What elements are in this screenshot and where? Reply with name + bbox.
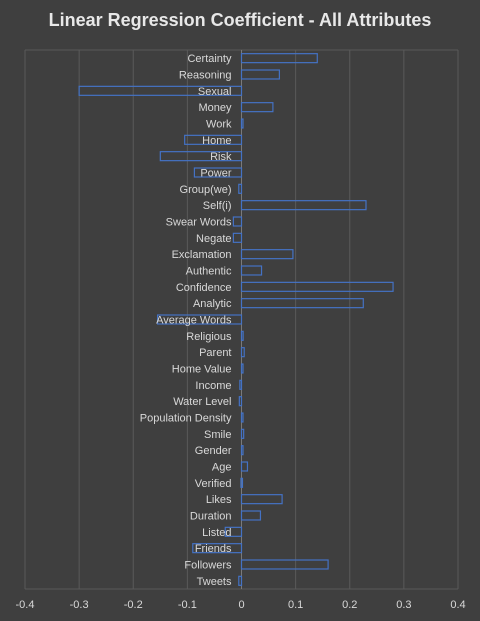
bar-sexual [78, 85, 243, 96]
bar-likes [240, 494, 283, 505]
bar-risk [159, 151, 243, 162]
category-label: Work [206, 119, 232, 131]
chart-title: Linear Regression Coefficient - All Attr… [48, 10, 432, 30]
bar-home-value [240, 363, 244, 374]
bar-average-words [157, 314, 243, 325]
bar-tweets [238, 575, 243, 586]
category-label: Income [195, 380, 231, 392]
category-label: Home Value [172, 364, 232, 376]
category-label: Exclamation [172, 249, 232, 261]
bar-water-level [238, 396, 243, 407]
x-tick-label: -0.2 [124, 599, 143, 611]
category-label: Confidence [176, 282, 232, 294]
bar-income [239, 379, 243, 390]
bar-authentic [240, 265, 263, 276]
x-tick-label: 0.2 [342, 599, 357, 611]
bar-gender [240, 445, 244, 456]
bar-followers [240, 559, 329, 570]
x-tick-label: 0.3 [396, 599, 411, 611]
x-tick-label: -0.3 [70, 599, 89, 611]
x-tick-label: 0.1 [288, 599, 303, 611]
x-tick-label: 0.4 [450, 599, 465, 611]
bar-certainty [240, 53, 318, 64]
bar-power [193, 167, 243, 178]
category-label: Religious [186, 331, 232, 343]
bar-money [240, 102, 274, 113]
category-label: Tweets [197, 576, 232, 588]
bar-parent [240, 347, 245, 358]
category-label: Age [212, 462, 232, 474]
category-label: Group(we) [180, 184, 232, 196]
bar-listed [224, 526, 243, 537]
category-label: Swear Words [166, 217, 232, 229]
category-label: Friends [195, 543, 232, 555]
bar-religious [240, 330, 244, 341]
bar-confidence [240, 281, 394, 292]
bar-group-we [238, 183, 243, 194]
bar-self-i [240, 200, 367, 211]
bar-work [240, 118, 244, 129]
bar-age [240, 461, 249, 472]
category-label: Listed [202, 527, 231, 539]
category-label: Certainty [187, 53, 232, 65]
category-label: Population Density [140, 413, 232, 425]
category-label: Self(i) [203, 200, 232, 212]
bar-exclamation [240, 249, 294, 260]
x-tick-label: -0.4 [16, 599, 35, 611]
category-label: Likes [206, 494, 232, 506]
bar-reasoning [240, 69, 280, 80]
x-tick-label: -0.1 [178, 599, 197, 611]
bar-smile [240, 428, 245, 439]
category-label: Home [202, 135, 231, 147]
category-label: Verified [195, 478, 232, 490]
x-tick-label: 0 [238, 599, 244, 611]
category-label: Duration [190, 511, 232, 523]
bar-swear-words [232, 216, 243, 227]
bar-friends [192, 543, 243, 554]
category-label: Smile [204, 429, 232, 441]
category-label: Gender [195, 445, 232, 457]
bar-home [184, 134, 243, 145]
category-label: Sexual [198, 86, 232, 98]
bar-duration [240, 510, 262, 521]
category-label: Reasoning [179, 70, 232, 82]
category-label: Risk [210, 151, 232, 163]
category-label: Water Level [173, 396, 231, 408]
bar-analytic [240, 298, 364, 309]
category-label: Average Words [156, 315, 232, 327]
category-label: Followers [184, 560, 232, 572]
bar-population-density [240, 412, 244, 423]
category-label: Authentic [186, 266, 232, 278]
bar-verified [240, 477, 244, 488]
category-label: Analytic [193, 298, 232, 310]
category-label: Money [198, 102, 232, 114]
category-label: Negate [196, 233, 231, 245]
bar-negate [232, 232, 243, 243]
category-label: Power [200, 168, 232, 180]
category-label: Parent [199, 347, 231, 359]
